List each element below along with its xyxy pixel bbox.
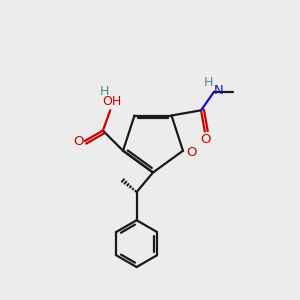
Text: O: O: [186, 146, 196, 159]
Text: H: H: [100, 85, 110, 98]
Text: N: N: [214, 84, 223, 97]
Text: O: O: [200, 134, 211, 146]
Text: OH: OH: [102, 95, 121, 108]
Text: H: H: [204, 76, 213, 89]
Text: O: O: [73, 135, 83, 148]
